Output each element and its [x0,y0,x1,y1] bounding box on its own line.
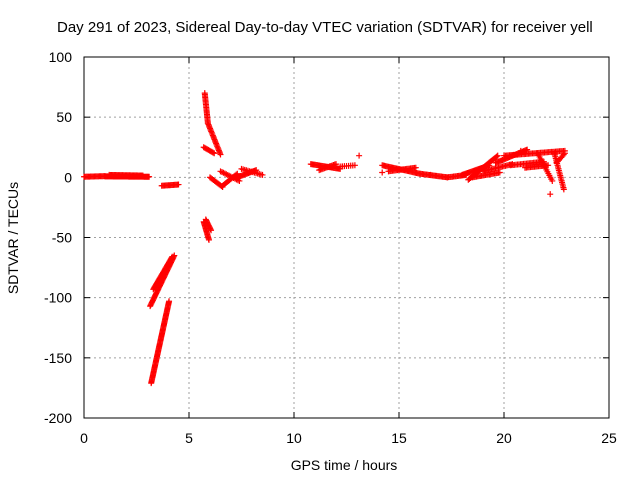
x-tick-label: 0 [80,430,88,446]
x-tick-label: 25 [601,430,617,446]
x-tick-label: 5 [185,430,193,446]
data-point [517,147,524,154]
data-point [211,150,218,157]
data-point [217,151,224,158]
x-tick-label: 15 [391,430,407,446]
axis-ticks: 0 5 10 15 20 25 -200 -150 -100 -50 0 50 100 [44,49,617,446]
grid [84,57,609,418]
x-tick-label: 20 [496,430,512,446]
data-point [493,153,500,160]
data-point [427,171,434,178]
y-tick-label: 50 [56,109,72,125]
data-point [412,164,419,171]
data-point [351,162,358,169]
data-point [333,161,339,168]
data-point [339,163,346,170]
data-point [259,171,266,178]
data-point [356,152,363,159]
data-point [545,162,552,169]
data-point [210,149,217,156]
data-point [139,172,146,179]
data-point [175,181,182,188]
y-axis-label: SDTVAR / TECUs [5,182,21,294]
y-tick-label: 0 [64,169,72,185]
chart-title: Day 291 of 2023, Sidereal Day-to-day VTE… [57,19,593,36]
y-tick-label: -150 [44,350,72,366]
data-point [379,169,386,176]
data-point [547,191,554,198]
data-point [560,186,567,193]
x-axis-label: GPS time / hours [291,457,398,473]
y-tick-label: -50 [52,230,72,246]
data-point [561,150,568,157]
data-point [494,152,501,159]
data-point [560,151,567,158]
data-point [169,253,176,260]
y-tick-label: 100 [49,49,73,65]
data-point [208,227,215,234]
y-tick-label: -200 [44,410,72,426]
x-tick-label: 10 [286,430,302,446]
data-point [496,169,503,176]
data-point [166,298,173,305]
y-tick-label: -100 [44,290,72,306]
data-point [168,254,175,261]
data-point [146,173,153,180]
data-point [205,236,212,243]
data-point [549,177,556,184]
data-points [81,90,568,387]
